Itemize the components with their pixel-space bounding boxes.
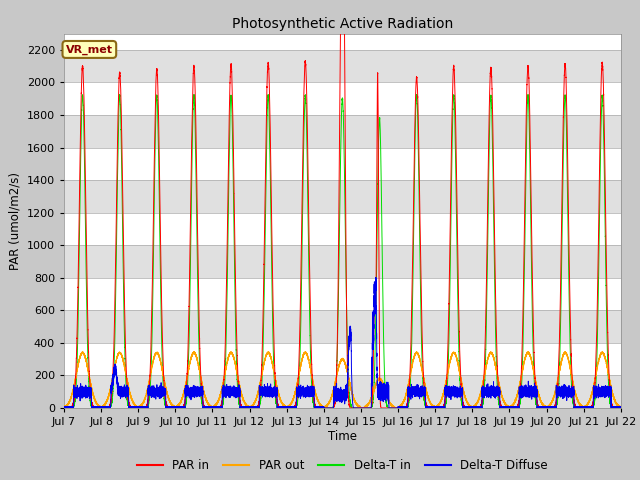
PAR out: [60, 404, 68, 410]
Text: VR_met: VR_met: [66, 44, 113, 55]
Bar: [64, 343, 621, 375]
Delta-T in: [515, 403, 523, 409]
PAR in: [60, 405, 68, 411]
PAR out: [301, 349, 309, 355]
Delta-T Diffuse: [515, 393, 523, 399]
Bar: [64, 213, 621, 245]
Y-axis label: PAR (umol/m2/s): PAR (umol/m2/s): [8, 172, 21, 270]
PAR out: [617, 405, 625, 411]
Delta-T in: [493, 388, 501, 394]
Delta-T Diffuse: [60, 405, 68, 410]
PAR in: [515, 398, 523, 404]
Delta-T Diffuse: [617, 405, 625, 411]
PAR in: [337, 31, 344, 36]
PAR in: [494, 371, 502, 376]
Line: Delta-T Diffuse: Delta-T Diffuse: [64, 278, 621, 408]
Line: PAR out: PAR out: [64, 352, 621, 408]
PAR in: [479, 396, 486, 401]
PAR in: [508, 405, 515, 411]
Bar: [64, 180, 621, 213]
Bar: [64, 375, 621, 408]
Bar: [64, 278, 621, 311]
Delta-T Diffuse: [494, 391, 502, 397]
Delta-T in: [60, 405, 68, 411]
Delta-T in: [89, 405, 97, 411]
PAR out: [246, 405, 253, 411]
Delta-T in: [508, 405, 515, 411]
PAR out: [415, 355, 423, 361]
PAR out: [494, 374, 502, 380]
PAR out: [508, 403, 515, 409]
Bar: [64, 311, 621, 343]
Delta-T in: [617, 405, 625, 411]
Delta-T in: [415, 217, 423, 223]
Line: PAR in: PAR in: [64, 34, 621, 408]
PAR out: [89, 392, 97, 397]
Title: Photosynthetic Active Radiation: Photosynthetic Active Radiation: [232, 17, 453, 31]
Bar: [64, 50, 621, 83]
PAR in: [617, 405, 625, 411]
PAR in: [415, 184, 423, 190]
Delta-T in: [479, 403, 486, 408]
Bar: [64, 245, 621, 278]
Bar: [64, 83, 621, 115]
Delta-T Diffuse: [479, 386, 486, 392]
Bar: [64, 147, 621, 180]
Bar: [64, 115, 621, 147]
PAR out: [515, 384, 523, 390]
Delta-T Diffuse: [372, 275, 380, 281]
X-axis label: Time: Time: [328, 430, 357, 443]
PAR out: [479, 382, 486, 388]
Delta-T Diffuse: [415, 388, 423, 394]
Delta-T in: [524, 92, 532, 97]
Line: Delta-T in: Delta-T in: [64, 95, 621, 408]
Delta-T Diffuse: [89, 404, 97, 409]
Legend: PAR in, PAR out, Delta-T in, Delta-T Diffuse: PAR in, PAR out, Delta-T in, Delta-T Dif…: [132, 455, 553, 477]
PAR in: [89, 404, 97, 409]
Delta-T Diffuse: [508, 405, 515, 411]
